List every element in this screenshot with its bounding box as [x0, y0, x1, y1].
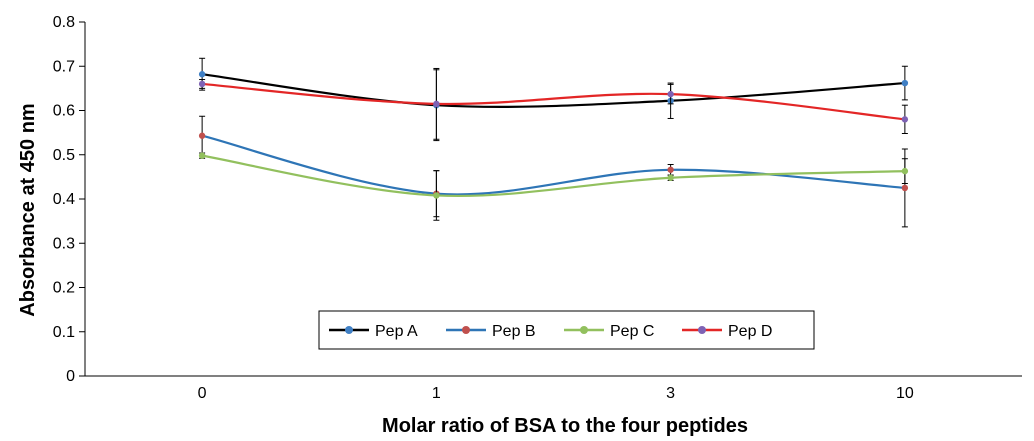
series-pep-b	[198, 115, 909, 228]
series-line	[201, 73, 905, 108]
x-tick-label: 0	[198, 385, 207, 402]
data-point	[667, 90, 674, 98]
data-point	[901, 79, 909, 87]
data-point	[901, 184, 909, 192]
legend-swatch-marker	[580, 326, 588, 334]
legend-item: Pep C	[564, 323, 654, 340]
x-axis: 0 1 3 10	[85, 375, 1022, 402]
series-line	[201, 154, 905, 198]
legend: Pep A Pep B Pep C Pep D	[318, 310, 815, 350]
series-pep-a	[198, 57, 909, 142]
y-tick-label: 0	[66, 368, 75, 385]
x-tick-label: 1	[432, 385, 441, 402]
y-tick-label: 0.1	[53, 324, 75, 341]
data-point	[433, 100, 440, 108]
data-point	[901, 116, 909, 123]
data-point	[667, 174, 674, 181]
series-pep-d	[198, 67, 909, 140]
y-axis: 0 0.1 0.2 0.3 0.4 0.5 0.6 0.7 0.8	[53, 14, 86, 385]
y-tick-label: 0.3	[53, 235, 75, 252]
legend-item: Pep B	[446, 323, 536, 340]
series-pep-c	[198, 152, 909, 221]
x-axis-title: Molar ratio of BSA to the four peptides	[382, 415, 748, 437]
x-tick-label: 3	[666, 385, 675, 402]
legend-swatch-marker	[698, 326, 706, 334]
y-tick-label: 0.6	[53, 103, 75, 120]
data-point	[198, 71, 206, 78]
legend-label: Pep C	[610, 323, 654, 340]
data-point	[198, 80, 206, 88]
series-line	[201, 134, 905, 196]
legend-item: Pep A	[329, 323, 418, 340]
data-point	[198, 152, 206, 159]
y-tick-label: 0.5	[53, 147, 75, 164]
legend-swatch-marker	[345, 326, 353, 334]
y-tick-label: 0.8	[53, 14, 75, 31]
legend-item: Pep D	[682, 323, 772, 340]
legend-label: Pep B	[492, 323, 536, 340]
data-point	[198, 132, 206, 139]
legend-label: Pep D	[728, 323, 772, 340]
series-line	[202, 82, 905, 121]
data-point	[433, 192, 440, 199]
x-tick-label: 10	[896, 385, 914, 402]
legend-label: Pep A	[375, 323, 418, 340]
data-point	[667, 166, 674, 173]
y-tick-label: 0.2	[53, 280, 75, 297]
y-tick-label: 0.4	[53, 191, 75, 208]
data-point	[901, 167, 909, 175]
legend-swatch-marker	[462, 326, 470, 334]
series-layer	[198, 57, 909, 228]
y-axis-title: Absorbance at 450 nm	[17, 103, 39, 316]
y-tick-label: 0.7	[53, 58, 75, 75]
